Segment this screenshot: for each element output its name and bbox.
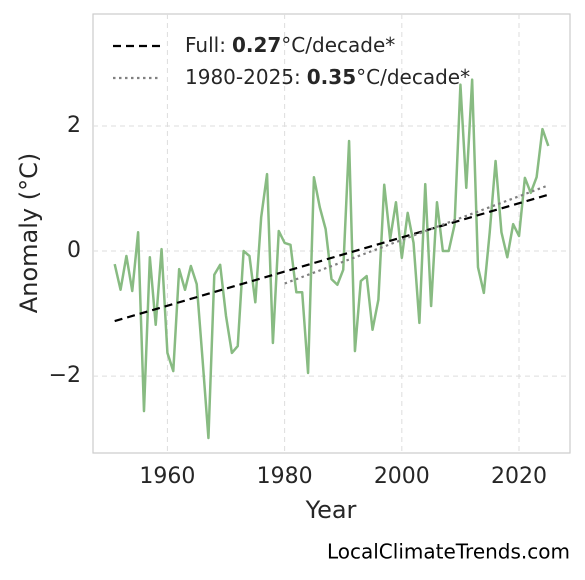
y-tick-label: 2 xyxy=(67,113,81,138)
y-axis-label: Anomaly (°C) xyxy=(15,153,43,313)
legend-rate: 0.27 xyxy=(232,33,281,57)
trend-line xyxy=(114,193,549,323)
legend-unit: °C/decade* xyxy=(356,65,470,89)
legend-rate: 0.35 xyxy=(307,65,356,89)
y-tick-label: 0 xyxy=(67,238,81,263)
legend-label: Full: 0.27°C/decade* xyxy=(185,33,395,57)
x-tick-label: 1980 xyxy=(257,464,313,489)
watermark: LocalClimateTrends.com xyxy=(327,540,570,564)
y-tick-label: −2 xyxy=(49,363,81,388)
legend-label: 1980-2025: 0.35°C/decade* xyxy=(185,65,470,89)
legend-name: Full: xyxy=(185,33,226,57)
data-line xyxy=(113,78,550,440)
legend-name: 1980-2025: xyxy=(185,65,301,89)
trend-line xyxy=(284,184,549,285)
x-axis-label: Year xyxy=(305,496,357,524)
x-tick-label: 1960 xyxy=(139,464,195,489)
x-tick-label: 2000 xyxy=(374,464,430,489)
legend-unit: °C/decade* xyxy=(281,33,395,57)
x-tick-label: 2020 xyxy=(491,464,547,489)
